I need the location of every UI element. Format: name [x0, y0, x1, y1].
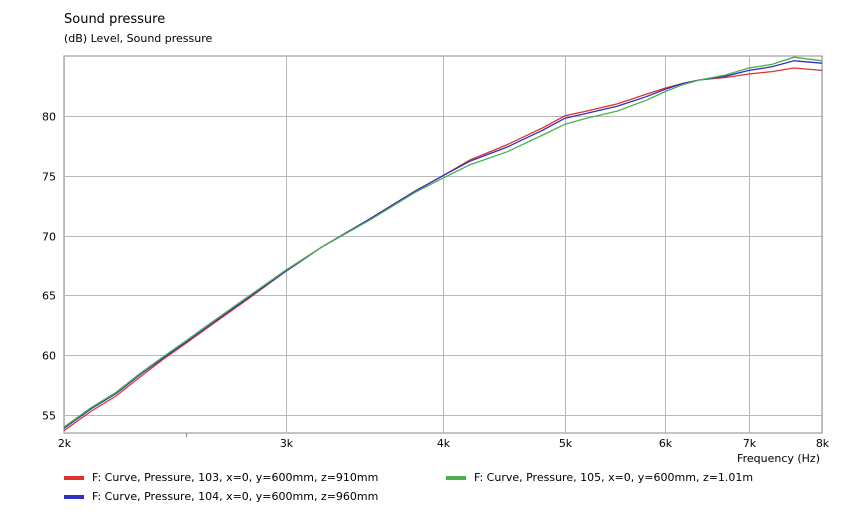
- y-axis-label: (dB) Level, Sound pressure: [64, 32, 213, 45]
- x-axis-label: Frequency (Hz): [737, 452, 820, 465]
- x-tick-label: 2k: [58, 437, 72, 450]
- legend-swatch-104: [64, 494, 84, 499]
- legend-swatch-105: [446, 475, 466, 480]
- legend-label-105: F: Curve, Pressure, 105, x=0, y=600mm, z…: [474, 471, 754, 484]
- y-tick-label: 75: [42, 171, 56, 184]
- x-tick-label: 5k: [559, 437, 573, 450]
- x-tick-label: 6k: [659, 437, 673, 450]
- x-tick-label: 3k: [280, 437, 294, 450]
- legend-swatch-103: [64, 475, 84, 480]
- y-tick-label: 70: [42, 231, 56, 244]
- legend-label-104: F: Curve, Pressure, 104, x=0, y=600mm, z…: [92, 490, 379, 503]
- series-line-3: [64, 56, 822, 428]
- legend-item-104: F: Curve, Pressure, 104, x=0, y=600mm, z…: [64, 490, 378, 503]
- legend-label-103: F: Curve, Pressure, 103, x=0, y=600mm, z…: [92, 471, 379, 484]
- y-tick-label: 65: [42, 290, 56, 303]
- x-tick-label: 7k: [743, 437, 757, 450]
- chart-canvas: 55 60 65 70 75 80 2k 3k 4k 5k 6k 7k 8k Frequency (Hz): [42, 55, 830, 465]
- chart-title: Sound pressure: [64, 12, 166, 27]
- x-tick-label: 8k: [816, 437, 830, 450]
- legend-item-103: F: Curve, Pressure, 103, x=0, y=600mm, z…: [64, 471, 378, 484]
- y-tick-label: 55: [42, 410, 56, 423]
- y-tick-label: 60: [42, 350, 56, 363]
- legend-item-105: F: Curve, Pressure, 105, x=0, y=600mm, z…: [446, 471, 753, 484]
- x-tick-label: 4k: [437, 437, 451, 450]
- y-tick-label: 80: [42, 111, 56, 124]
